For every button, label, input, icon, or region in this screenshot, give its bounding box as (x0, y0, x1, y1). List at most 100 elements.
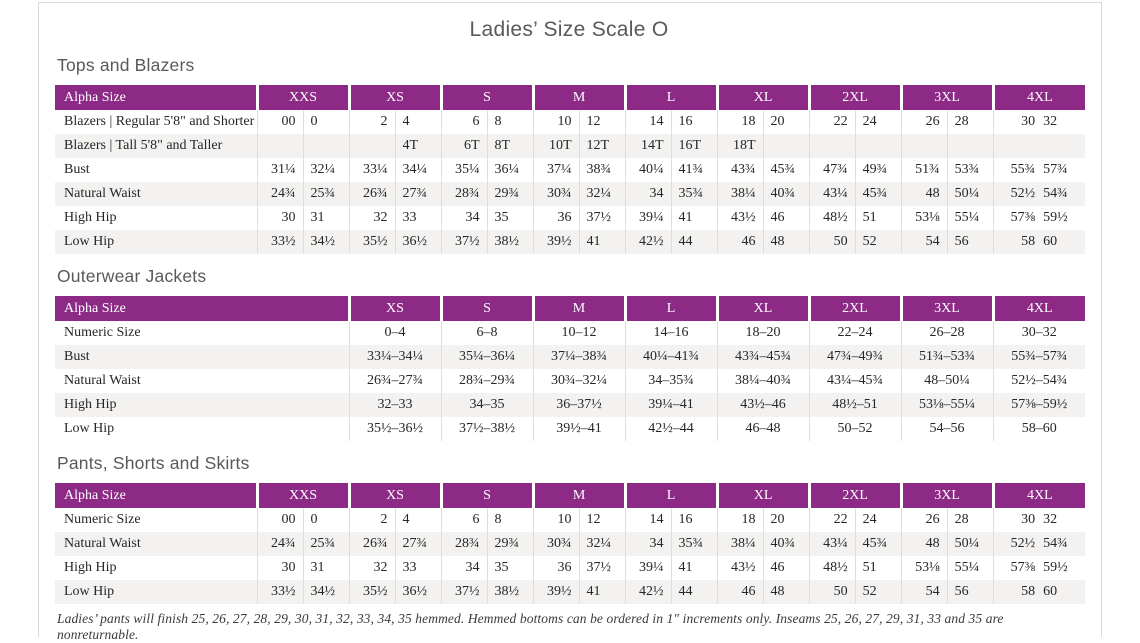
size-cell: 30 (992, 110, 1040, 134)
size-cell (808, 134, 856, 158)
size-cell: 39¼–41 (624, 393, 717, 417)
row-label: Natural Waist (64, 536, 141, 551)
size-cell: 36 (532, 556, 580, 580)
size-cell: 00 (256, 508, 303, 532)
size-group-header: L (623, 296, 717, 321)
header-row: Alpha Size XXS XS S M L XL 2XL 3XL 4XL (55, 483, 1086, 508)
size-cell: 32 (348, 206, 396, 230)
size-group-header: 3XL (899, 483, 994, 508)
size-cell: 46–48 (716, 417, 809, 441)
table-row: Numeric Size 0–4 6–8 10–12 14–16 18–20 22–24 26… (55, 321, 1085, 345)
row-label: High Hip (64, 210, 117, 225)
size-group-header: XL (715, 85, 810, 110)
size-cell (854, 134, 902, 158)
size-cell (1039, 134, 1085, 158)
size-cell: 2 (348, 508, 396, 532)
size-cell: 43½ (716, 206, 764, 230)
size-cell: 57¾ (1043, 162, 1068, 177)
size-table: Alpha Size XS S M L XL 2XL 3XL 4XL Numeric Size 0–… (55, 296, 1085, 441)
size-cell (992, 134, 1040, 158)
row-label: Blazers | Tall 5'8" and Taller (64, 138, 223, 153)
table-row: High Hip 32–33 34–35 36–37½ 39¼–41 43½–46 48½–… (55, 393, 1085, 417)
size-cell: 46 (716, 580, 764, 604)
size-cell: 45¾ (762, 158, 810, 182)
row-label: Bust (64, 162, 90, 177)
size-cell: 38¾ (578, 158, 626, 182)
size-cell: 36¼ (486, 158, 534, 182)
size-cell: 41 (578, 230, 626, 254)
size-cell: 34 (624, 532, 672, 556)
size-cell: 40¾ (762, 532, 810, 556)
table-row: Natural Waist 24¾ 25¾ 26¾ 27¾ 28¾ 29¾ 30¾ 32¼ 34 3… (55, 182, 1086, 206)
row-label: Natural Waist (64, 373, 141, 388)
size-cell: 48 (762, 230, 810, 254)
size-cell: 18–20 (716, 321, 809, 345)
size-cell: 50 (808, 230, 856, 254)
size-cell: 58 (992, 580, 1040, 604)
size-cell: 51 (854, 556, 902, 580)
size-group-header: 3XL (899, 85, 994, 110)
size-cell: 10 (532, 508, 580, 532)
size-cell: 56 (946, 580, 994, 604)
size-group-header: L (623, 85, 718, 110)
size-cell: 58–60 (992, 417, 1085, 441)
size-cell: 16T (670, 134, 718, 158)
header-row: Alpha Size XS S M L XL 2XL 3XL 4XL (55, 296, 1085, 321)
size-cell: 26¾ (348, 532, 396, 556)
size-cell: 59½ (1043, 210, 1068, 225)
size-group-header: XS (347, 296, 441, 321)
size-cell: 45¾ (854, 182, 902, 206)
size-cell: 14T (624, 134, 672, 158)
size-cell: 36 (532, 206, 580, 230)
alpha-size-header: Alpha Size (55, 296, 349, 321)
size-cell: 31 (302, 556, 350, 580)
size-cell: 38½ (486, 230, 534, 254)
size-cell: 52½ (992, 182, 1040, 206)
size-group-header: 2XL (807, 483, 902, 508)
table-row: Natural Waist 24¾ 25¾ 26¾ 27¾ 28¾ 29¾ 30¾ 32¼ 34 3… (55, 532, 1086, 556)
size-cell: 44 (670, 580, 718, 604)
size-group-header: S (439, 483, 534, 508)
size-cell: 22 (808, 508, 856, 532)
size-cell: 37½–38½ (440, 417, 533, 441)
size-cell: 32 (1043, 114, 1058, 129)
size-cell: 37½ (578, 556, 626, 580)
size-cell: 33¼ (348, 158, 396, 182)
size-cell: 46 (762, 556, 810, 580)
size-table: Alpha Size XXS XS S M L XL 2XL 3XL 4XL Numeric Siz… (55, 483, 1086, 604)
size-cell: 12 (578, 508, 626, 532)
page-title: Ladies’ Size Scale O (469, 18, 669, 41)
size-cell: 34 (440, 206, 488, 230)
size-cell: 28 (946, 508, 994, 532)
size-cell: 41¾ (670, 158, 718, 182)
size-cell: 48½ (808, 206, 856, 230)
size-cell: 50 (808, 580, 856, 604)
table-row: Low Hip 33½ 34½ 35½ 36½ 37½ 38½ 39½ 41 42½ 44 46 48 5… (55, 230, 1086, 254)
size-cell: 48 (900, 182, 948, 206)
size-cell: 43¼ (808, 532, 856, 556)
size-cell: 30–32 (992, 321, 1085, 345)
size-cell: 37¼ (532, 158, 580, 182)
size-cell: 30 (256, 556, 303, 580)
size-cell: 25¾ (302, 532, 350, 556)
size-cell: 26–28 (900, 321, 993, 345)
size-cell: 43¾ (716, 158, 764, 182)
size-cell: 0–4 (348, 321, 441, 345)
size-cell: 6 (440, 508, 488, 532)
size-cell: 28¾ (440, 532, 488, 556)
row-label: Low Hip (64, 421, 115, 436)
size-cell: 40¾ (762, 182, 810, 206)
header-row: Alpha Size XXS XS S M L XL 2XL 3XL 4XL (55, 85, 1086, 110)
size-cell: 36½ (394, 230, 442, 254)
size-cell: 43¾–45¾ (716, 345, 809, 369)
size-table-section: Pants, Shorts and Skirts Alpha Size XXS XS S… (55, 453, 1086, 604)
size-cell: 4 (394, 110, 442, 134)
size-group-header: 2XL (807, 296, 901, 321)
size-cell: 22–24 (808, 321, 901, 345)
size-cell: 24¾ (256, 532, 303, 556)
section-title: Pants, Shorts and Skirts (57, 453, 250, 473)
size-cell: 39½ (532, 580, 580, 604)
size-cell: 34½ (302, 230, 350, 254)
table-row: Bust 31¼ 32¼ 33¼ 34¼ 35¼ 36¼ 37¼ 38¾ 40¼ 41¾ 43¾ 45¾… (55, 158, 1085, 182)
size-cell: 54¾ (1043, 536, 1068, 551)
